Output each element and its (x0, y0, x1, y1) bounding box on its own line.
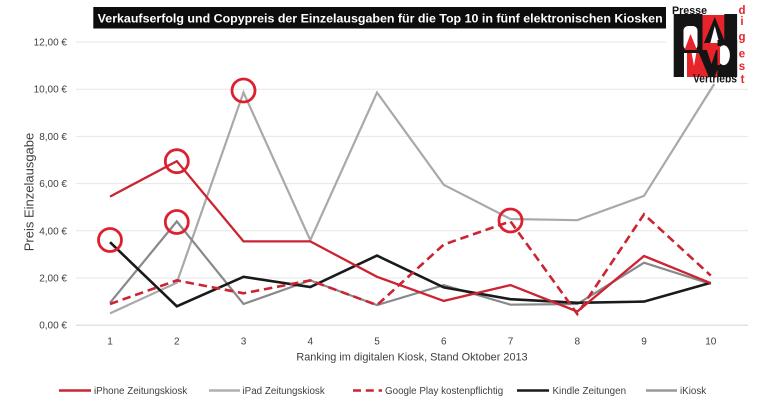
svg-text:6: 6 (441, 336, 447, 347)
svg-text:10,00 €: 10,00 € (34, 85, 68, 96)
svg-text:0,00 €: 0,00 € (39, 321, 67, 332)
svg-text:10: 10 (705, 336, 717, 347)
svg-text:2,00 €: 2,00 € (39, 274, 67, 285)
svg-text:e: e (739, 49, 745, 61)
svg-text:iPhone Zeitungskiosk: iPhone Zeitungskiosk (94, 386, 187, 397)
svg-text:8: 8 (575, 336, 581, 347)
svg-text:g: g (738, 32, 745, 44)
svg-text:2: 2 (174, 336, 180, 347)
svg-text:Kindle Zeitungen: Kindle Zeitungen (553, 386, 627, 397)
svg-text:Preis Einzelausgabe: Preis Einzelausgabe (22, 133, 37, 252)
svg-text:4,00 €: 4,00 € (39, 226, 67, 237)
svg-text:i: i (740, 16, 743, 28)
svg-text:4: 4 (308, 336, 314, 347)
svg-text:8,00 €: 8,00 € (39, 132, 67, 143)
svg-text:Google Play kostenpflichtig: Google Play kostenpflichtig (385, 386, 503, 397)
svg-text:12,00 €: 12,00 € (34, 38, 68, 49)
svg-text:t: t (741, 74, 745, 86)
svg-text:d: d (738, 5, 745, 17)
svg-text:7: 7 (508, 336, 514, 347)
svg-text:5: 5 (374, 336, 380, 347)
svg-text:1: 1 (107, 336, 113, 347)
svg-text:9: 9 (641, 336, 647, 347)
svg-text:Verkaufserfolg und Copypreis d: Verkaufserfolg und Copypreis der Einzela… (98, 11, 663, 25)
svg-text:iPad Zeitungskiosk: iPad Zeitungskiosk (243, 386, 325, 397)
svg-text:6,00 €: 6,00 € (39, 179, 67, 190)
svg-text:Ranking im digitalen Kiosk, St: Ranking im digitalen Kiosk, Stand Oktobe… (296, 351, 527, 363)
svg-text:3: 3 (241, 336, 247, 347)
svg-text:Vertriebs: Vertriebs (693, 72, 737, 86)
svg-text:Presse: Presse (672, 5, 707, 17)
svg-text:s: s (739, 61, 745, 73)
svg-text:iKiosk: iKiosk (680, 386, 706, 397)
